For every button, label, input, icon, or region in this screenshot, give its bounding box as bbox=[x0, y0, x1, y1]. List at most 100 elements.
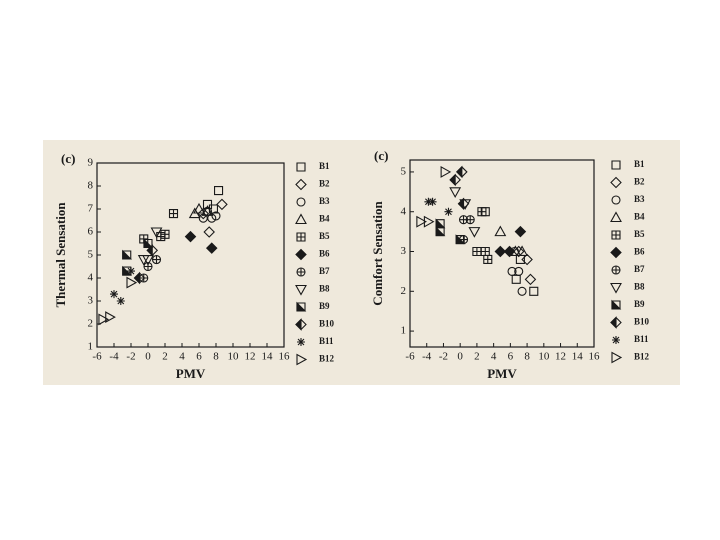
marker-part bbox=[211, 211, 221, 221]
marker-part bbox=[517, 286, 527, 296]
x-tick-label: 12 bbox=[555, 351, 566, 363]
legend-marker bbox=[611, 195, 621, 205]
marker-part bbox=[296, 301, 307, 312]
data-point bbox=[105, 311, 116, 324]
data-point bbox=[205, 242, 218, 254]
marker-part bbox=[116, 297, 125, 305]
marker-part bbox=[428, 197, 437, 206]
data-point bbox=[521, 253, 533, 266]
legend-label: B2 bbox=[634, 177, 645, 187]
marker-part bbox=[168, 209, 179, 219]
y-tick-label: 3 bbox=[88, 295, 94, 307]
x-tick-label: 0 bbox=[145, 351, 151, 363]
data-point bbox=[494, 225, 507, 237]
marker-part bbox=[516, 245, 529, 257]
x-tick-label: 6 bbox=[508, 351, 514, 363]
legend-marker bbox=[610, 246, 622, 259]
legend-marker bbox=[610, 282, 622, 294]
y-tick-label: 7 bbox=[88, 203, 94, 215]
data-point bbox=[494, 245, 507, 258]
data-point bbox=[468, 227, 481, 238]
y-tick-label: 1 bbox=[401, 325, 407, 337]
data-point bbox=[98, 313, 110, 326]
data-point bbox=[203, 226, 215, 238]
marker-part bbox=[459, 215, 468, 224]
legend-marker bbox=[295, 318, 307, 331]
legend-label: B5 bbox=[319, 231, 330, 241]
legend-marker bbox=[295, 284, 307, 296]
figure-background bbox=[43, 140, 680, 385]
marker-part bbox=[455, 234, 466, 245]
marker-part bbox=[146, 244, 153, 257]
marker-part bbox=[297, 338, 305, 346]
panel-label: (c) bbox=[374, 148, 388, 163]
data-point bbox=[512, 245, 525, 258]
marker-part bbox=[188, 207, 201, 219]
x-tick-label: 6 bbox=[196, 351, 202, 363]
data-point bbox=[516, 245, 529, 257]
data-point bbox=[122, 249, 133, 260]
data-point bbox=[483, 254, 493, 265]
marker-part bbox=[297, 268, 305, 276]
data-point bbox=[477, 207, 487, 217]
data-point bbox=[193, 202, 205, 214]
marker-part bbox=[105, 311, 116, 324]
y-tick-label: 5 bbox=[88, 249, 94, 261]
data-point bbox=[514, 225, 527, 238]
x-tick-label: 0 bbox=[457, 351, 463, 363]
legend-marker bbox=[296, 267, 306, 277]
data-point bbox=[197, 207, 210, 220]
legend-marker bbox=[295, 248, 307, 261]
x-tick-label: 10 bbox=[538, 351, 550, 363]
data-point bbox=[444, 207, 453, 216]
legend-label: B8 bbox=[319, 284, 330, 294]
legend-label: B10 bbox=[319, 319, 335, 329]
legend-label: B12 bbox=[319, 354, 335, 364]
marker-part bbox=[612, 336, 620, 344]
legend-marker bbox=[296, 232, 306, 242]
marker-part bbox=[295, 284, 307, 296]
data-point bbox=[126, 276, 138, 289]
marker-part bbox=[457, 197, 465, 211]
marker-part bbox=[494, 245, 507, 258]
data-point bbox=[424, 197, 433, 206]
data-point bbox=[202, 199, 213, 209]
legend-label: B5 bbox=[634, 229, 645, 239]
marker-part bbox=[214, 186, 224, 196]
marker-part bbox=[295, 178, 307, 191]
x-tick-label: -6 bbox=[92, 351, 102, 363]
marker-part bbox=[512, 245, 525, 258]
legend-marker bbox=[610, 176, 622, 189]
legend-marker bbox=[296, 353, 308, 366]
x-tick-label: 12 bbox=[245, 351, 256, 363]
marker-part bbox=[456, 165, 463, 179]
x-tick-label: -4 bbox=[109, 351, 119, 363]
data-point bbox=[188, 207, 201, 219]
marker-part bbox=[611, 299, 622, 310]
marker-part bbox=[205, 242, 218, 254]
data-point bbox=[116, 297, 125, 305]
marker-part bbox=[503, 245, 516, 258]
data-point bbox=[216, 198, 228, 211]
marker-part bbox=[150, 227, 163, 239]
data-point bbox=[529, 286, 539, 296]
marker-part bbox=[449, 173, 456, 187]
marker-part bbox=[142, 255, 154, 266]
legend-label: B3 bbox=[319, 196, 330, 206]
marker-part bbox=[529, 286, 539, 296]
marker-part bbox=[440, 166, 452, 178]
y-tick-label: 8 bbox=[88, 180, 94, 192]
marker-part bbox=[611, 230, 621, 240]
legend-label: B2 bbox=[319, 179, 330, 189]
legend-label: B8 bbox=[634, 282, 645, 292]
marker-part bbox=[296, 353, 308, 366]
x-tick-label: 2 bbox=[474, 351, 480, 363]
marker-part bbox=[514, 225, 527, 238]
data-point bbox=[458, 215, 469, 225]
marker-part bbox=[203, 226, 215, 238]
data-point bbox=[456, 165, 468, 179]
marker-part bbox=[296, 197, 306, 207]
marker-part bbox=[610, 176, 622, 189]
marker-part bbox=[610, 246, 622, 259]
data-point bbox=[435, 226, 446, 237]
